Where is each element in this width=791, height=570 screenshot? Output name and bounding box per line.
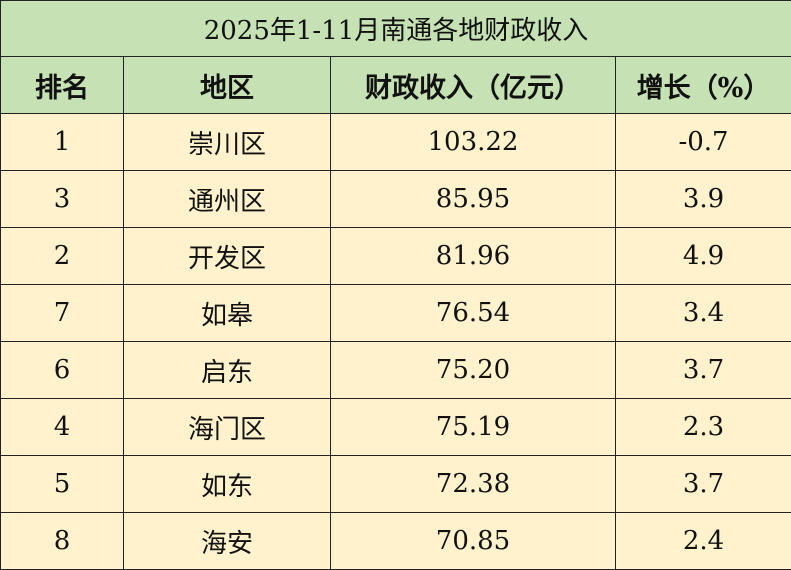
rank-cell: 8 (0, 512, 124, 570)
table-row: 2 开发区 81.96 4.9 (0, 227, 791, 285)
revenue-cell: 70.85 (330, 512, 616, 570)
revenue-cell: 76.54 (330, 284, 616, 342)
table-row: 4 海门区 75.19 2.3 (0, 398, 791, 456)
table-row: 5 如东 72.38 3.7 (0, 455, 791, 513)
column-header: 排名 (0, 56, 124, 114)
revenue-cell: 85.95 (330, 170, 616, 228)
rank-cell: 6 (0, 341, 124, 399)
header-row: 排名 地区 财政收入（亿元） 增长（%） (0, 56, 791, 114)
growth-cell: 3.4 (614, 284, 791, 342)
region-cell: 开发区 (123, 227, 331, 285)
region-cell: 如皋 (123, 284, 331, 342)
region-cell: 海安 (123, 512, 331, 570)
region-cell: 海门区 (123, 398, 331, 456)
table-row: 8 海安 70.85 2.4 (0, 512, 791, 570)
rank-cell: 4 (0, 398, 124, 456)
table-row: 3 通州区 85.95 3.9 (0, 170, 791, 228)
revenue-cell: 75.20 (330, 341, 616, 399)
table-title: 2025年1-11月南通各地财政收入 (0, 0, 791, 57)
growth-cell: -0.7 (614, 113, 791, 171)
revenue-cell: 72.38 (330, 455, 616, 513)
column-header: 地区 (123, 56, 331, 114)
revenue-cell: 103.22 (330, 113, 616, 171)
growth-cell: 3.7 (614, 341, 791, 399)
growth-cell: 2.3 (614, 398, 791, 456)
rank-cell: 1 (0, 113, 124, 171)
region-cell: 启东 (123, 341, 331, 399)
growth-cell: 3.7 (614, 455, 791, 513)
column-header: 财政收入（亿元） (330, 56, 616, 114)
growth-cell: 2.4 (614, 512, 791, 570)
rank-cell: 7 (0, 284, 124, 342)
region-cell: 如东 (123, 455, 331, 513)
revenue-cell: 81.96 (330, 227, 616, 285)
rank-cell: 2 (0, 227, 124, 285)
table-row: 1 崇川区 103.22 -0.7 (0, 113, 791, 171)
column-header: 增长（%） (614, 56, 791, 114)
rank-cell: 3 (0, 170, 124, 228)
growth-cell: 3.9 (614, 170, 791, 228)
region-cell: 通州区 (123, 170, 331, 228)
table-row: 7 如皋 76.54 3.4 (0, 284, 791, 342)
growth-cell: 4.9 (614, 227, 791, 285)
rank-cell: 5 (0, 455, 124, 513)
title-row: 2025年1-11月南通各地财政收入 (0, 0, 791, 57)
table-row: 6 启东 75.20 3.7 (0, 341, 791, 399)
revenue-cell: 75.19 (330, 398, 616, 456)
region-cell: 崇川区 (123, 113, 331, 171)
